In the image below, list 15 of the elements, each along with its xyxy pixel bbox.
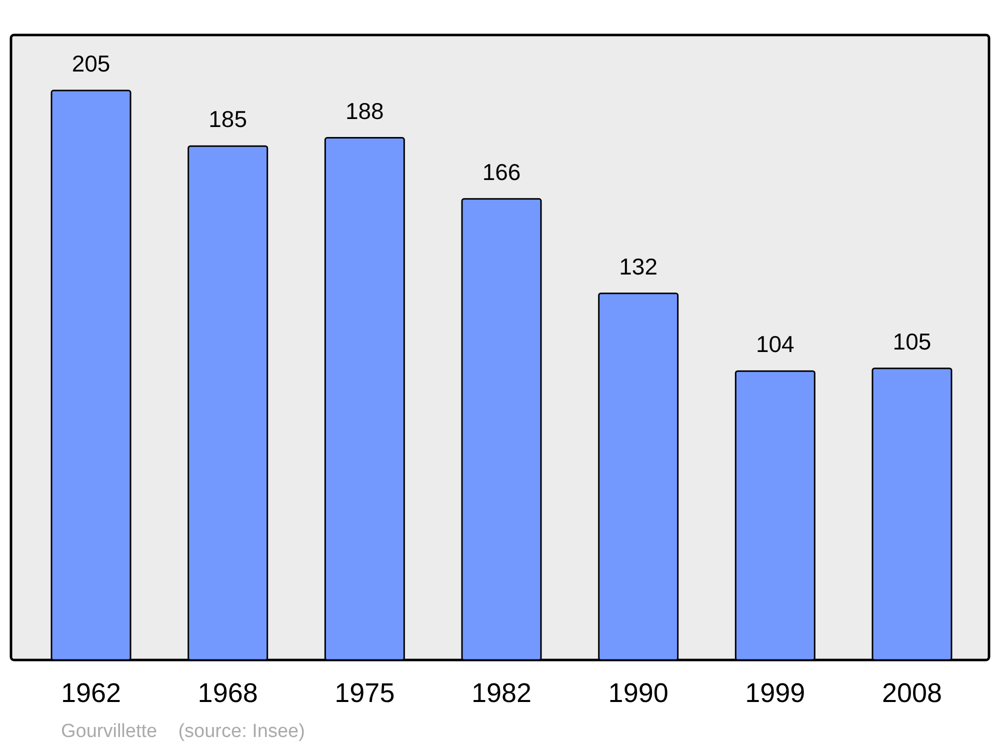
x-tick-label: 1975 (334, 678, 395, 708)
data-label: 166 (482, 158, 521, 185)
x-tick-label: 1968 (198, 678, 258, 708)
data-label: 188 (345, 98, 384, 124)
data-label: 185 (208, 106, 248, 132)
data-label: 104 (756, 331, 795, 358)
data-label: 205 (72, 50, 110, 77)
data-label: 105 (892, 328, 932, 354)
x-tick-label: 1990 (608, 678, 668, 708)
x-tick-label: 2008 (882, 678, 942, 708)
x-tick-label: 1962 (60, 678, 122, 708)
x-tick-label: 1982 (471, 678, 532, 708)
text: Gourvillette (source: Insee) (61, 721, 305, 742)
x-tick-label: 1999 (745, 678, 806, 708)
data-label: 132 (619, 253, 658, 280)
